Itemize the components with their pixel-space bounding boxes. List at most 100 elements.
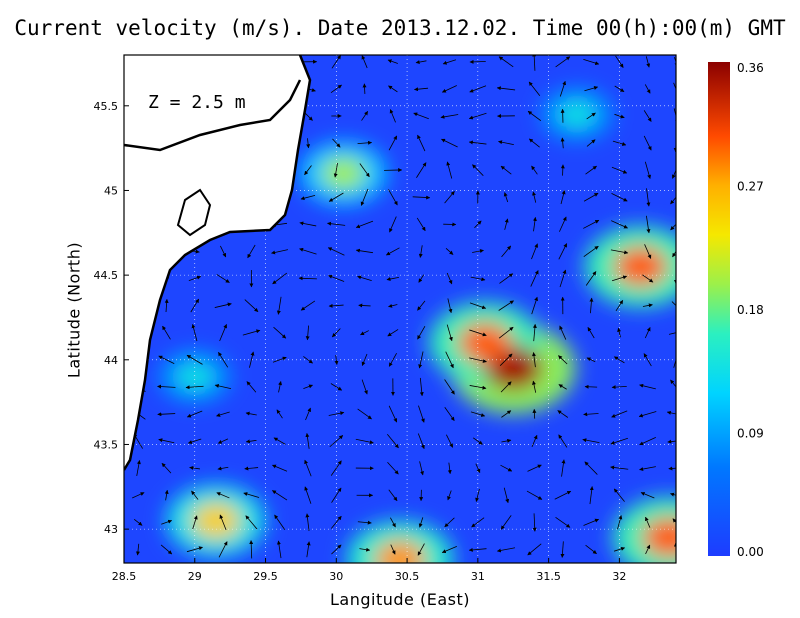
velocity-arrow [587,327,595,339]
colorbar-label: 0.18 [737,303,764,317]
velocity-arrow [413,112,429,120]
velocity-arrow [611,275,628,282]
velocity-arrow [585,165,597,175]
velocity-arrow [643,135,652,151]
velocity-arrow [498,300,514,311]
velocity-arrow [559,216,567,232]
velocity-arrow [531,165,538,175]
velocity-arrow [503,192,509,203]
velocity-arrow [187,438,202,444]
velocity-arrow [387,59,398,64]
velocity-arrow [190,298,200,313]
x-tick-label: 32 [612,570,626,583]
velocity-arrow [186,354,203,365]
velocity-arrow [388,135,398,151]
velocity-arrow [216,411,230,417]
velocity-arrow [389,216,397,233]
velocity-arrow [613,546,626,552]
x-tick-label: 30 [329,570,343,583]
velocity-arrow [469,85,487,93]
velocity-arrow [644,244,652,259]
velocity-arrow [249,540,254,559]
velocity-arrow [361,353,368,366]
velocity-arrow [219,514,227,531]
velocity-arrow [389,109,396,123]
velocity-arrow [242,329,261,336]
velocity-arrow [303,356,313,364]
velocity-arrow [528,81,541,97]
velocity-arrow [610,249,629,255]
velocity-arrow [331,55,342,69]
velocity-arrow [305,407,311,421]
velocity-zone-core [458,322,512,363]
velocity-arrow [469,329,487,337]
velocity-arrow [583,245,599,257]
velocity-arrow [272,490,288,501]
velocity-arrow [245,439,257,444]
velocity-arrow [327,221,346,226]
velocity-arrow [330,383,343,391]
velocity-arrow [160,544,173,555]
velocity-arrow [360,330,369,336]
velocity-arrow [245,515,258,530]
velocity-arrow [469,302,487,310]
velocity-arrow [643,110,652,122]
velocity-arrow [499,273,514,284]
velocity-arrow [445,351,454,369]
velocity-arrow [586,357,596,363]
velocity-arrow [272,356,287,363]
velocity-arrow [219,324,227,342]
velocity-arrow [470,276,486,282]
velocity-arrow [328,411,345,416]
velocity-arrow [386,247,400,256]
velocity-arrow [189,465,200,470]
velocity-arrow [158,355,175,364]
velocity-arrow [244,466,259,471]
velocity-arrow [584,384,598,389]
velocity-arrow [612,140,627,146]
velocity-arrow [305,513,310,532]
velocity-arrow [527,543,542,556]
velocity-arrow [501,438,512,443]
velocity-arrow [557,410,569,418]
velocity-zone-core [374,540,426,563]
velocity-arrow [468,112,487,120]
velocity-arrow [670,379,676,388]
velocity-arrow [498,326,514,339]
velocity-arrow [610,437,629,445]
velocity-arrow [668,466,676,471]
velocity-arrow [444,379,455,395]
velocity-arrow [645,516,651,528]
velocity-arrow [531,434,538,448]
velocity-arrow [498,140,514,145]
velocity-arrow [472,437,483,445]
y-tick-label: 45.5 [94,100,119,113]
y-tick-label: 45 [104,184,118,197]
velocity-arrow [642,303,653,308]
velocity-arrow [611,166,628,174]
velocity-arrow [417,134,426,152]
velocity-arrow [670,223,676,231]
velocity-arrow [667,439,676,444]
velocity-arrow [355,438,374,445]
velocity-arrow [186,410,203,418]
velocity-arrow [417,543,425,556]
velocity-arrow [583,219,600,229]
velocity-arrow [470,411,486,417]
velocity-arrow [444,407,455,422]
x-tick-label: 28.5 [112,570,137,583]
velocity-arrow [666,410,676,415]
velocity-arrow [644,84,651,94]
velocity-arrow [388,303,398,308]
velocity-zone-core [614,246,668,287]
velocity-arrow [468,140,487,145]
velocity-arrow [161,462,172,474]
velocity-arrow [249,351,255,368]
velocity-arrow [645,544,651,555]
velocity-field [158,87,676,563]
velocity-arrow [672,518,676,523]
coastline [124,55,312,471]
velocity-arrow [357,408,372,420]
velocity-arrow [531,352,536,368]
x-axis-label: Langitude (East) [330,590,470,609]
